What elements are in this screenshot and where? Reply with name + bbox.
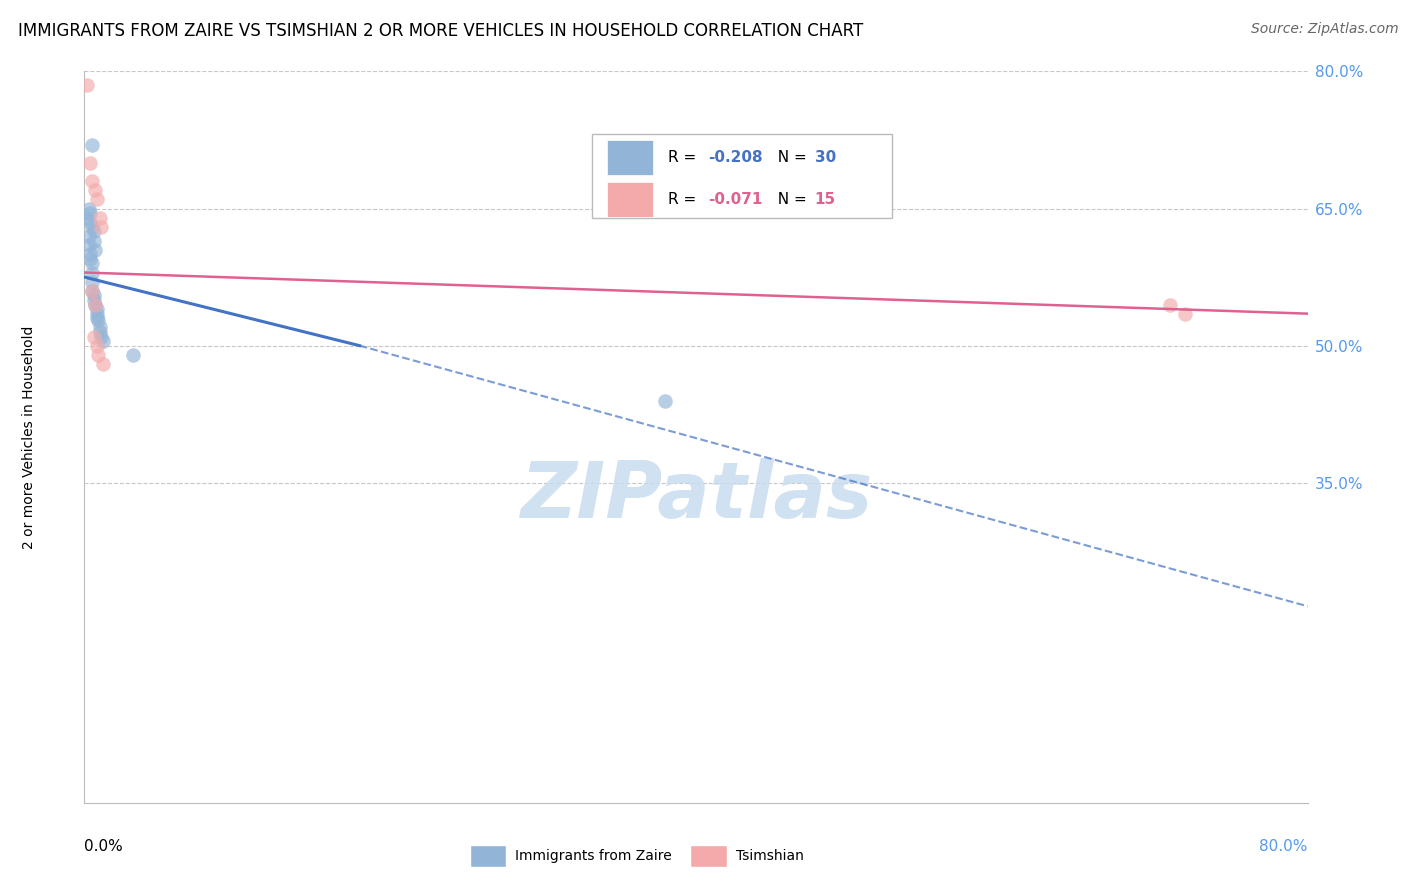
Point bbox=[86, 338, 108, 352]
Point bbox=[83, 288, 105, 302]
Point bbox=[79, 156, 101, 170]
Text: 30: 30 bbox=[814, 150, 837, 165]
Text: Source: ZipAtlas.com: Source: ZipAtlas.com bbox=[1251, 22, 1399, 37]
Bar bbox=[690, 846, 727, 867]
Text: R =: R = bbox=[668, 150, 702, 165]
Point bbox=[79, 252, 101, 266]
Point bbox=[84, 183, 107, 197]
Point bbox=[77, 229, 100, 244]
Point bbox=[86, 192, 108, 206]
Point bbox=[89, 211, 111, 225]
Text: ZIPatlas: ZIPatlas bbox=[520, 458, 872, 533]
Point bbox=[80, 284, 103, 298]
Bar bbox=[606, 139, 654, 175]
Point bbox=[83, 293, 105, 307]
Text: IMMIGRANTS FROM ZAIRE VS TSIMSHIAN 2 OR MORE VEHICLES IN HOUSEHOLD CORRELATION C: IMMIGRANTS FROM ZAIRE VS TSIMSHIAN 2 OR … bbox=[18, 22, 863, 40]
Point bbox=[80, 275, 103, 289]
Point bbox=[654, 393, 676, 408]
Point bbox=[80, 137, 103, 152]
Point bbox=[89, 320, 111, 334]
Text: Immigrants from Zaire: Immigrants from Zaire bbox=[515, 849, 672, 863]
Text: 15: 15 bbox=[814, 192, 835, 207]
Bar bbox=[606, 182, 654, 217]
Point bbox=[83, 329, 105, 343]
Text: R =: R = bbox=[668, 192, 702, 207]
Point bbox=[84, 243, 107, 257]
Point bbox=[84, 297, 107, 311]
Point bbox=[80, 219, 103, 234]
Text: 80.0%: 80.0% bbox=[1260, 839, 1308, 855]
Point bbox=[80, 266, 103, 280]
Point bbox=[91, 357, 114, 371]
FancyBboxPatch shape bbox=[592, 134, 891, 218]
Point bbox=[79, 215, 101, 229]
Point bbox=[76, 211, 98, 225]
Point bbox=[77, 202, 100, 216]
Point bbox=[90, 219, 112, 234]
Point bbox=[89, 325, 111, 339]
Point bbox=[1159, 297, 1181, 311]
Point bbox=[79, 247, 101, 261]
Text: 2 or more Vehicles in Household: 2 or more Vehicles in Household bbox=[22, 326, 37, 549]
Point bbox=[86, 301, 108, 317]
Point bbox=[79, 206, 101, 220]
Point bbox=[84, 297, 107, 311]
Point bbox=[86, 307, 108, 321]
Point bbox=[76, 78, 98, 92]
Text: 0.0%: 0.0% bbox=[84, 839, 124, 855]
Point bbox=[1174, 307, 1197, 321]
Point bbox=[80, 284, 103, 298]
Text: -0.208: -0.208 bbox=[709, 150, 763, 165]
Text: N =: N = bbox=[768, 150, 811, 165]
Point bbox=[80, 174, 103, 188]
Point bbox=[87, 348, 110, 362]
Text: Tsimshian: Tsimshian bbox=[737, 849, 804, 863]
Point bbox=[122, 348, 145, 362]
Text: -0.071: -0.071 bbox=[709, 192, 762, 207]
Point bbox=[86, 311, 108, 326]
Point bbox=[87, 313, 110, 327]
Point bbox=[83, 224, 105, 238]
Point bbox=[83, 234, 105, 248]
Text: N =: N = bbox=[768, 192, 811, 207]
Point bbox=[91, 334, 114, 348]
Point bbox=[77, 238, 100, 252]
Point bbox=[90, 329, 112, 343]
Bar bbox=[470, 846, 506, 867]
Point bbox=[80, 256, 103, 270]
